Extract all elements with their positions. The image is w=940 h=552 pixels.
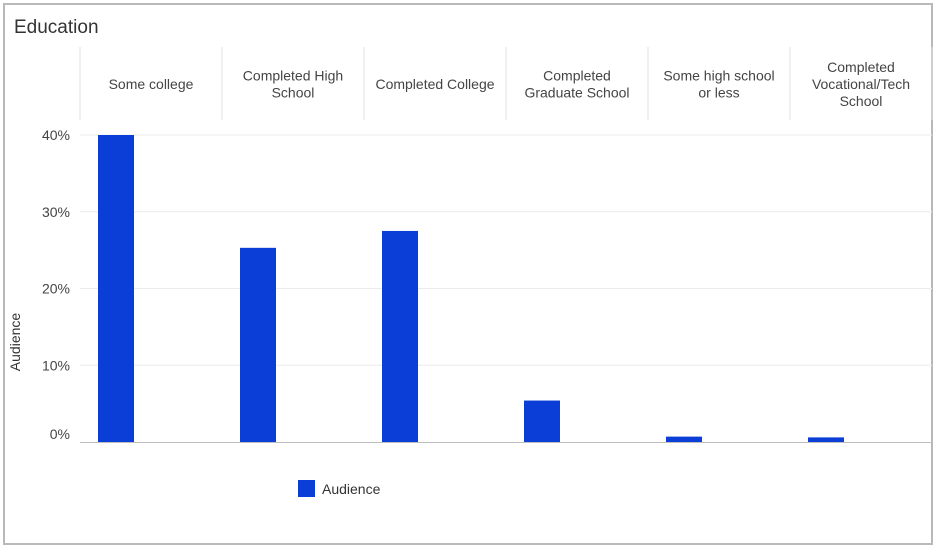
category-label: Some college <box>109 76 194 92</box>
y-tick-label: 0% <box>50 426 70 442</box>
category-label: Some high school <box>663 68 774 84</box>
bar-1 <box>240 247 276 442</box>
category-label: School <box>840 93 883 109</box>
chart-title: Education <box>14 17 99 38</box>
bar-5 <box>808 437 844 442</box>
category-label: Completed <box>543 68 611 84</box>
bar-0 <box>98 135 134 442</box>
bar-4 <box>666 436 702 442</box>
category-label: or less <box>698 85 739 101</box>
category-label: Graduate School <box>524 85 629 101</box>
bar-2 <box>382 230 418 442</box>
y-tick-label: 20% <box>42 281 70 297</box>
y-tick-label: 40% <box>42 127 70 143</box>
category-label: Vocational/Tech <box>812 76 910 92</box>
bar-3 <box>524 400 560 442</box>
y-tick-label: 10% <box>42 357 70 373</box>
legend-swatch <box>298 480 315 497</box>
legend-label: Audience <box>322 481 381 497</box>
chart-frame: Education <box>3 3 933 545</box>
category-label: School <box>272 85 315 101</box>
category-label: Completed College <box>375 76 494 92</box>
category-label: Completed High <box>243 68 343 84</box>
category-label: Completed <box>827 59 895 75</box>
y-axis-title: Audience <box>7 313 23 372</box>
y-tick-label: 30% <box>42 204 70 220</box>
